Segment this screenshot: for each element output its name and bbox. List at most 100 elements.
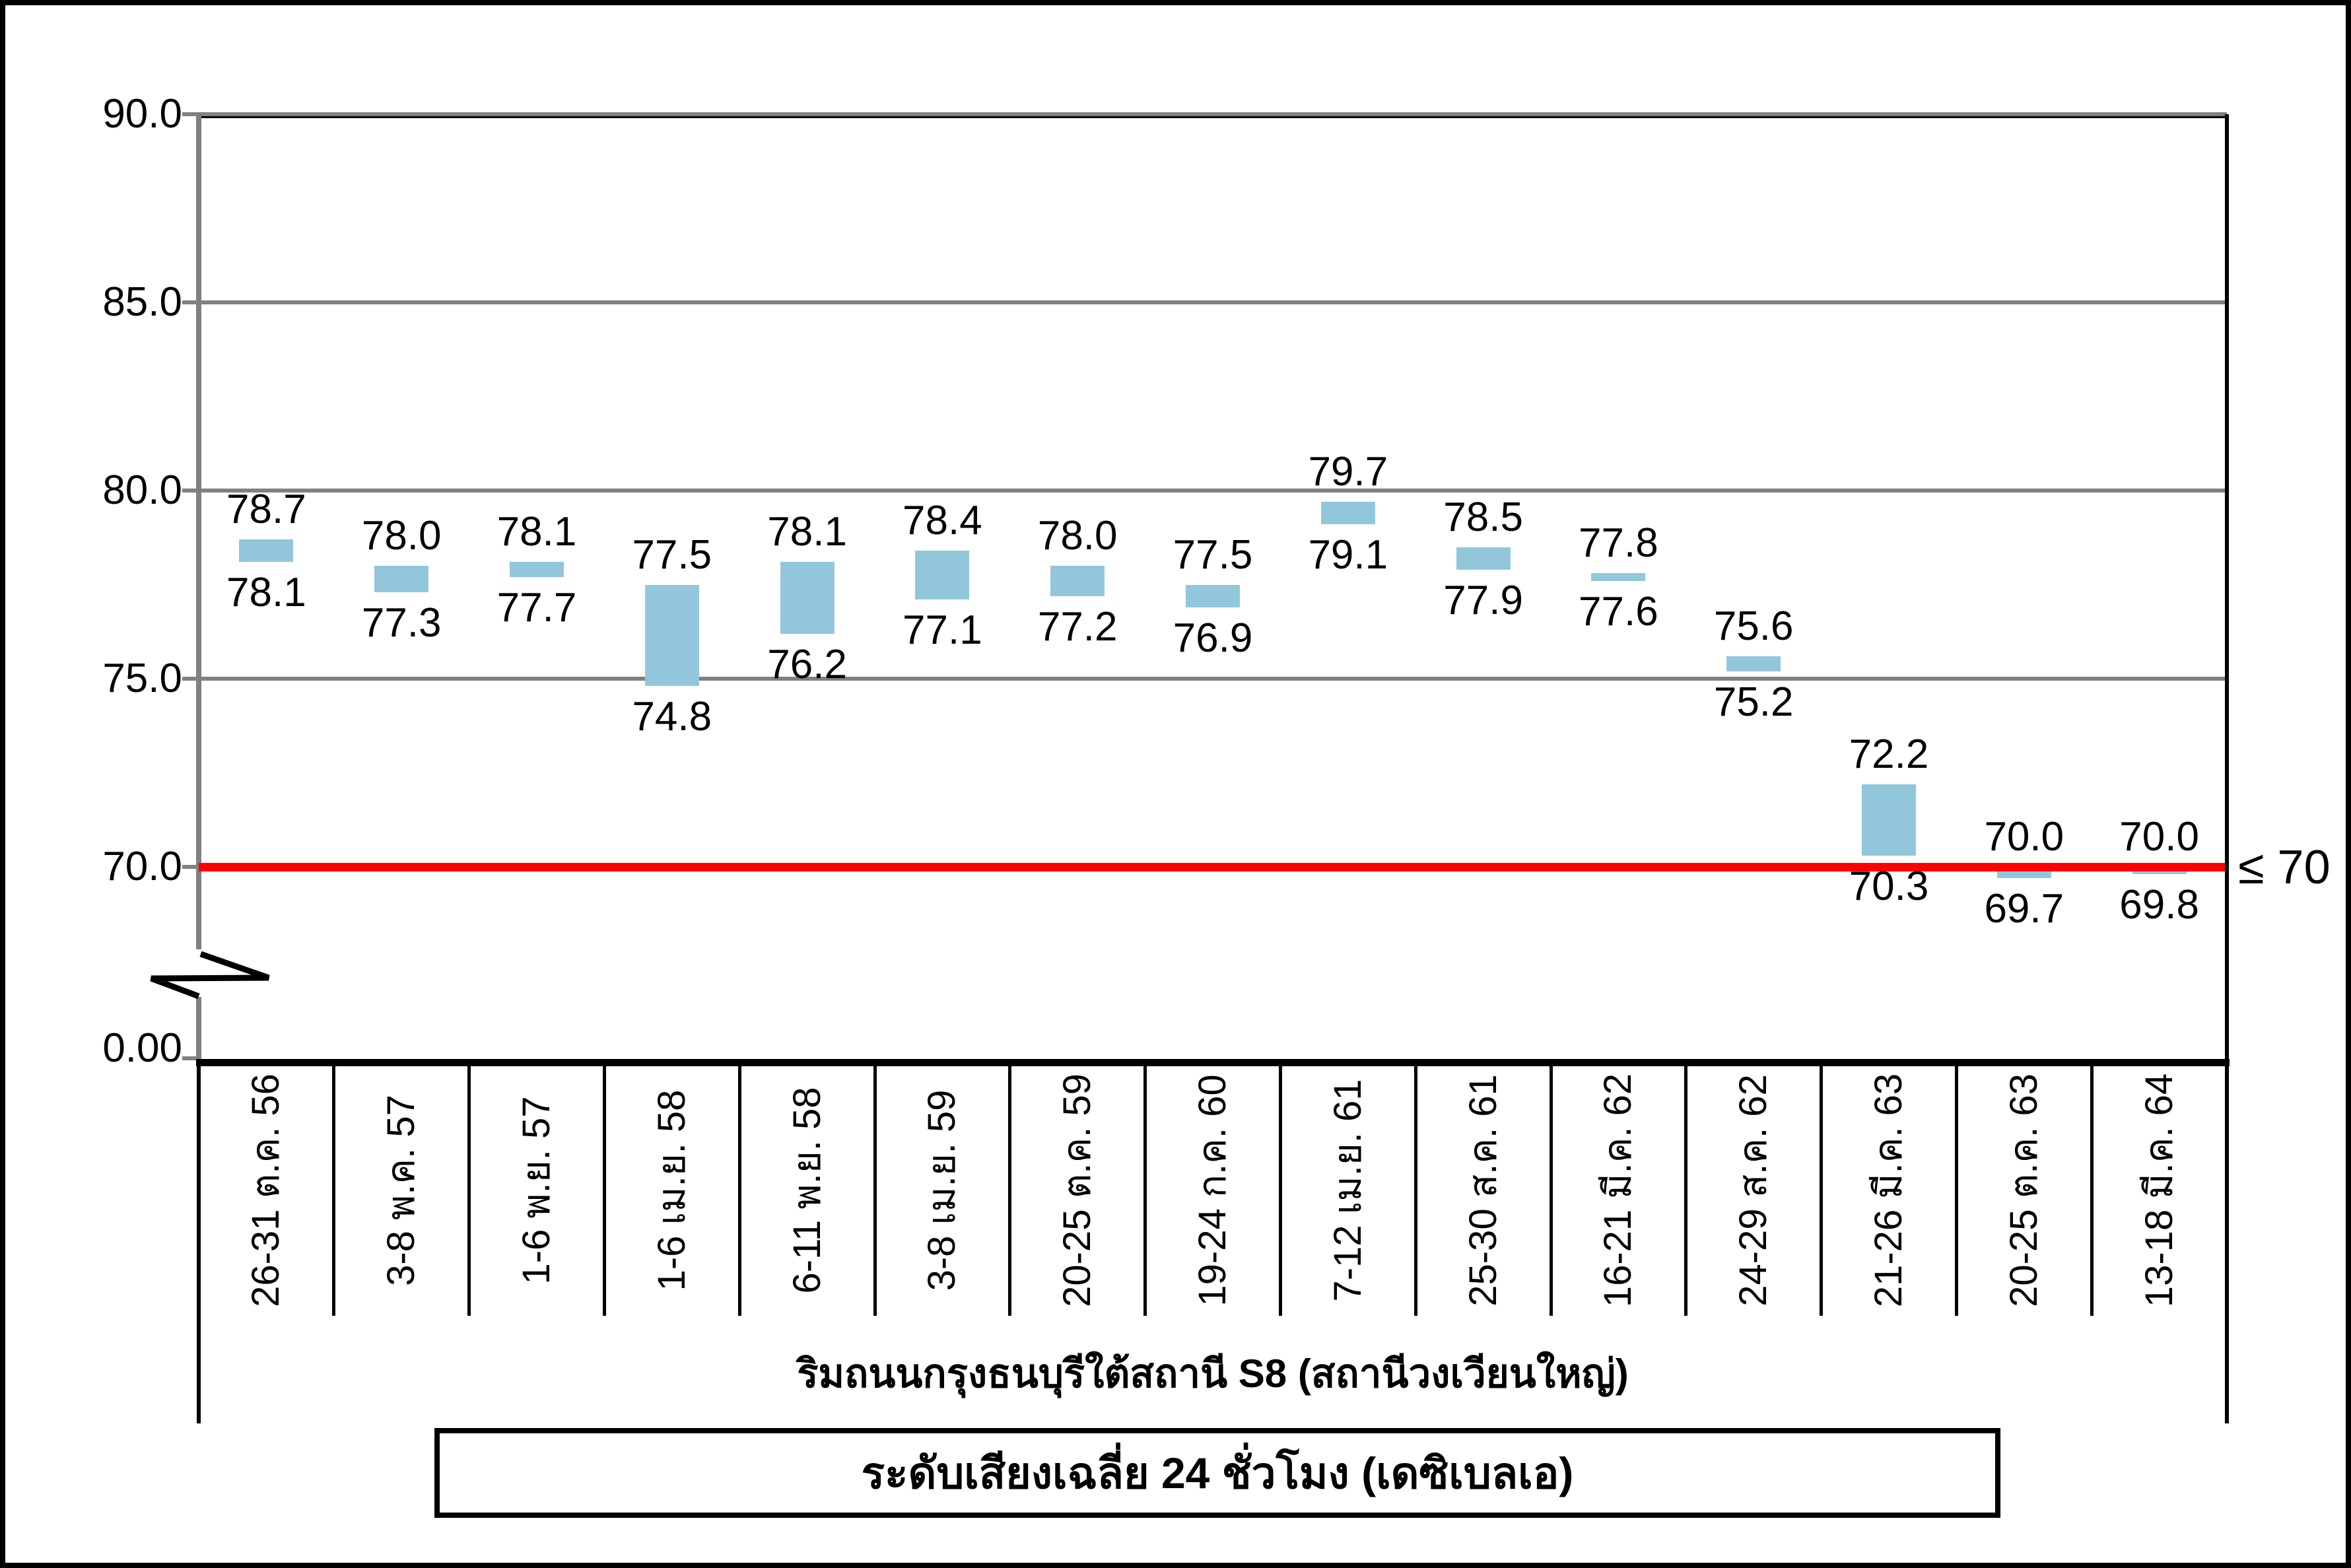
- category-label: 16-21 มี.ค. 62: [1596, 1073, 1640, 1308]
- category-label: 21-26 มี.ค. 63: [1867, 1073, 1910, 1308]
- y-axis-tick: [182, 112, 199, 116]
- y-axis-tick-label: 85.0: [102, 279, 182, 325]
- range-bar: [1591, 573, 1646, 581]
- category-region-left-border: [197, 1060, 201, 1423]
- y-axis-tick-label: 90.0: [102, 91, 182, 137]
- bar-min-label: 77.7: [496, 585, 577, 631]
- grid-line: [199, 489, 2227, 493]
- bar-min-label: 77.1: [903, 607, 982, 654]
- range-bar: [644, 584, 699, 687]
- category-label: 1-6 พ.ย. 57: [515, 1096, 558, 1285]
- y-axis-break-icon: [150, 951, 270, 1000]
- plot-right-border: [2225, 114, 2229, 1423]
- bar-max-label: 75.6: [1713, 603, 1794, 649]
- category-label: 6-11 พ.ย. 58: [785, 1087, 829, 1294]
- reference-line: [199, 863, 2227, 871]
- range-bar: [1726, 656, 1781, 671]
- chart-title-box: ระดับเสียงเฉลี่ย 24 ชั่วโมง (เดซิเบลเอ): [434, 1428, 2000, 1518]
- bar-min-label: 77.9: [1443, 577, 1523, 623]
- y-axis-line: [196, 114, 201, 949]
- range-bar: [239, 539, 294, 562]
- category-label: 7-12 เม.ย. 61: [1326, 1079, 1369, 1302]
- category-divider: [602, 1066, 606, 1316]
- bar-max-label: 78.0: [361, 513, 442, 559]
- range-bar: [1862, 784, 1916, 856]
- bar-min-label: 76.9: [1173, 615, 1253, 661]
- category-label: 20-25 ต.ค. 59: [1056, 1074, 1099, 1307]
- x-axis-group-label: ริมถนนกรุงธนบุรีใต้สถานี S8 (สถานีวงเวีย…: [797, 1351, 1629, 1396]
- limit-threshold-label: ≤ 70: [2238, 841, 2331, 894]
- range-bar: [1186, 584, 1240, 607]
- bar-min-label: 75.2: [1713, 679, 1794, 725]
- range-bar: [510, 562, 564, 578]
- y-axis-tick: [182, 677, 199, 681]
- grid-line: [199, 677, 2227, 681]
- category-divider: [467, 1066, 471, 1316]
- category-divider: [1008, 1066, 1012, 1316]
- category-label: 20-25 ต.ค. 63: [2002, 1074, 2045, 1307]
- bar-max-label: 78.7: [226, 487, 306, 533]
- y-axis-tick: [182, 300, 199, 304]
- bar-min-label: 77.6: [1579, 588, 1658, 634]
- category-divider: [1954, 1066, 1958, 1316]
- bar-max-label: 78.1: [767, 509, 847, 555]
- bar-max-label: 72.2: [1849, 731, 1929, 777]
- bar-max-label: 70.0: [1984, 814, 2064, 860]
- bar-min-label: 69.8: [2119, 882, 2199, 928]
- bar-max-label: 77.8: [1579, 520, 1658, 566]
- range-bar: [1050, 566, 1105, 596]
- y-axis-tick: [182, 1056, 199, 1060]
- bar-max-label: 77.5: [632, 531, 712, 578]
- bar-min-label: 77.3: [361, 599, 442, 646]
- bar-max-label: 70.0: [2119, 814, 2199, 860]
- bar-max-label: 78.1: [496, 509, 577, 555]
- y-axis-tick: [182, 865, 199, 869]
- bar-max-label: 78.5: [1443, 494, 1523, 540]
- bar-max-label: 79.7: [1308, 449, 1388, 495]
- category-divider: [1143, 1066, 1147, 1316]
- y-axis-tick: [182, 489, 199, 493]
- bar-min-label: 77.2: [1037, 603, 1118, 650]
- category-label: 3-8 เม.ย. 59: [920, 1089, 964, 1291]
- plot-area: 90.0 85.0 80.0 75.0 70.0 0.00 78.7 78.1 78.0 77.3…: [5, 5, 2346, 1563]
- range-bar: [1320, 502, 1375, 525]
- y-axis-tick-label: 70.0: [102, 844, 182, 889]
- category-divider: [1549, 1066, 1553, 1316]
- bar-max-label: 77.5: [1173, 531, 1253, 578]
- range-bar: [1456, 547, 1511, 570]
- category-label: 13-18 มี.ค. 64: [2137, 1073, 2181, 1308]
- bar-min-label: 78.1: [226, 570, 306, 616]
- category-divider: [873, 1066, 877, 1316]
- bar-min-label: 69.7: [1984, 886, 2064, 932]
- category-label: 1-6 เม.ย. 58: [650, 1089, 693, 1291]
- y-axis-line: [196, 997, 201, 1060]
- range-bar: [915, 551, 970, 600]
- category-divider: [1414, 1066, 1417, 1316]
- grid-line: [199, 300, 2227, 304]
- category-label: 3-8 พ.ค. 57: [380, 1095, 423, 1286]
- range-bar: [374, 566, 429, 592]
- grid-line: [199, 112, 2227, 116]
- chart-title: ระดับเสียงเฉลี่ย 24 ชั่วโมง (เดซิเบลเอ): [861, 1448, 1574, 1497]
- category-divider: [1684, 1066, 1688, 1316]
- category-divider: [2090, 1066, 2094, 1316]
- bar-max-label: 78.0: [1037, 513, 1118, 559]
- bar-min-label: 76.2: [767, 641, 847, 687]
- bar-min-label: 74.8: [632, 694, 712, 740]
- category-label: 25-30 ส.ค. 61: [1461, 1074, 1505, 1307]
- bar-max-label: 78.4: [903, 498, 982, 544]
- category-divider: [1820, 1066, 1823, 1316]
- category-divider: [332, 1066, 336, 1316]
- category-label: 24-29 ส.ค. 62: [1732, 1074, 1775, 1307]
- category-label: 26-31 ต.ค. 56: [244, 1074, 288, 1307]
- y-axis-tick-label: 75.0: [102, 656, 182, 701]
- plot-top-border: [199, 116, 2227, 118]
- y-axis-tick-label: 0.00: [102, 1025, 182, 1071]
- category-divider: [1278, 1066, 1282, 1316]
- range-bar: [780, 562, 835, 634]
- x-axis-baseline: [196, 1059, 2230, 1066]
- y-axis-tick-label: 80.0: [102, 467, 182, 513]
- category-label: 19-24 ก.ค. 60: [1191, 1074, 1234, 1307]
- bar-min-label: 79.1: [1308, 532, 1388, 578]
